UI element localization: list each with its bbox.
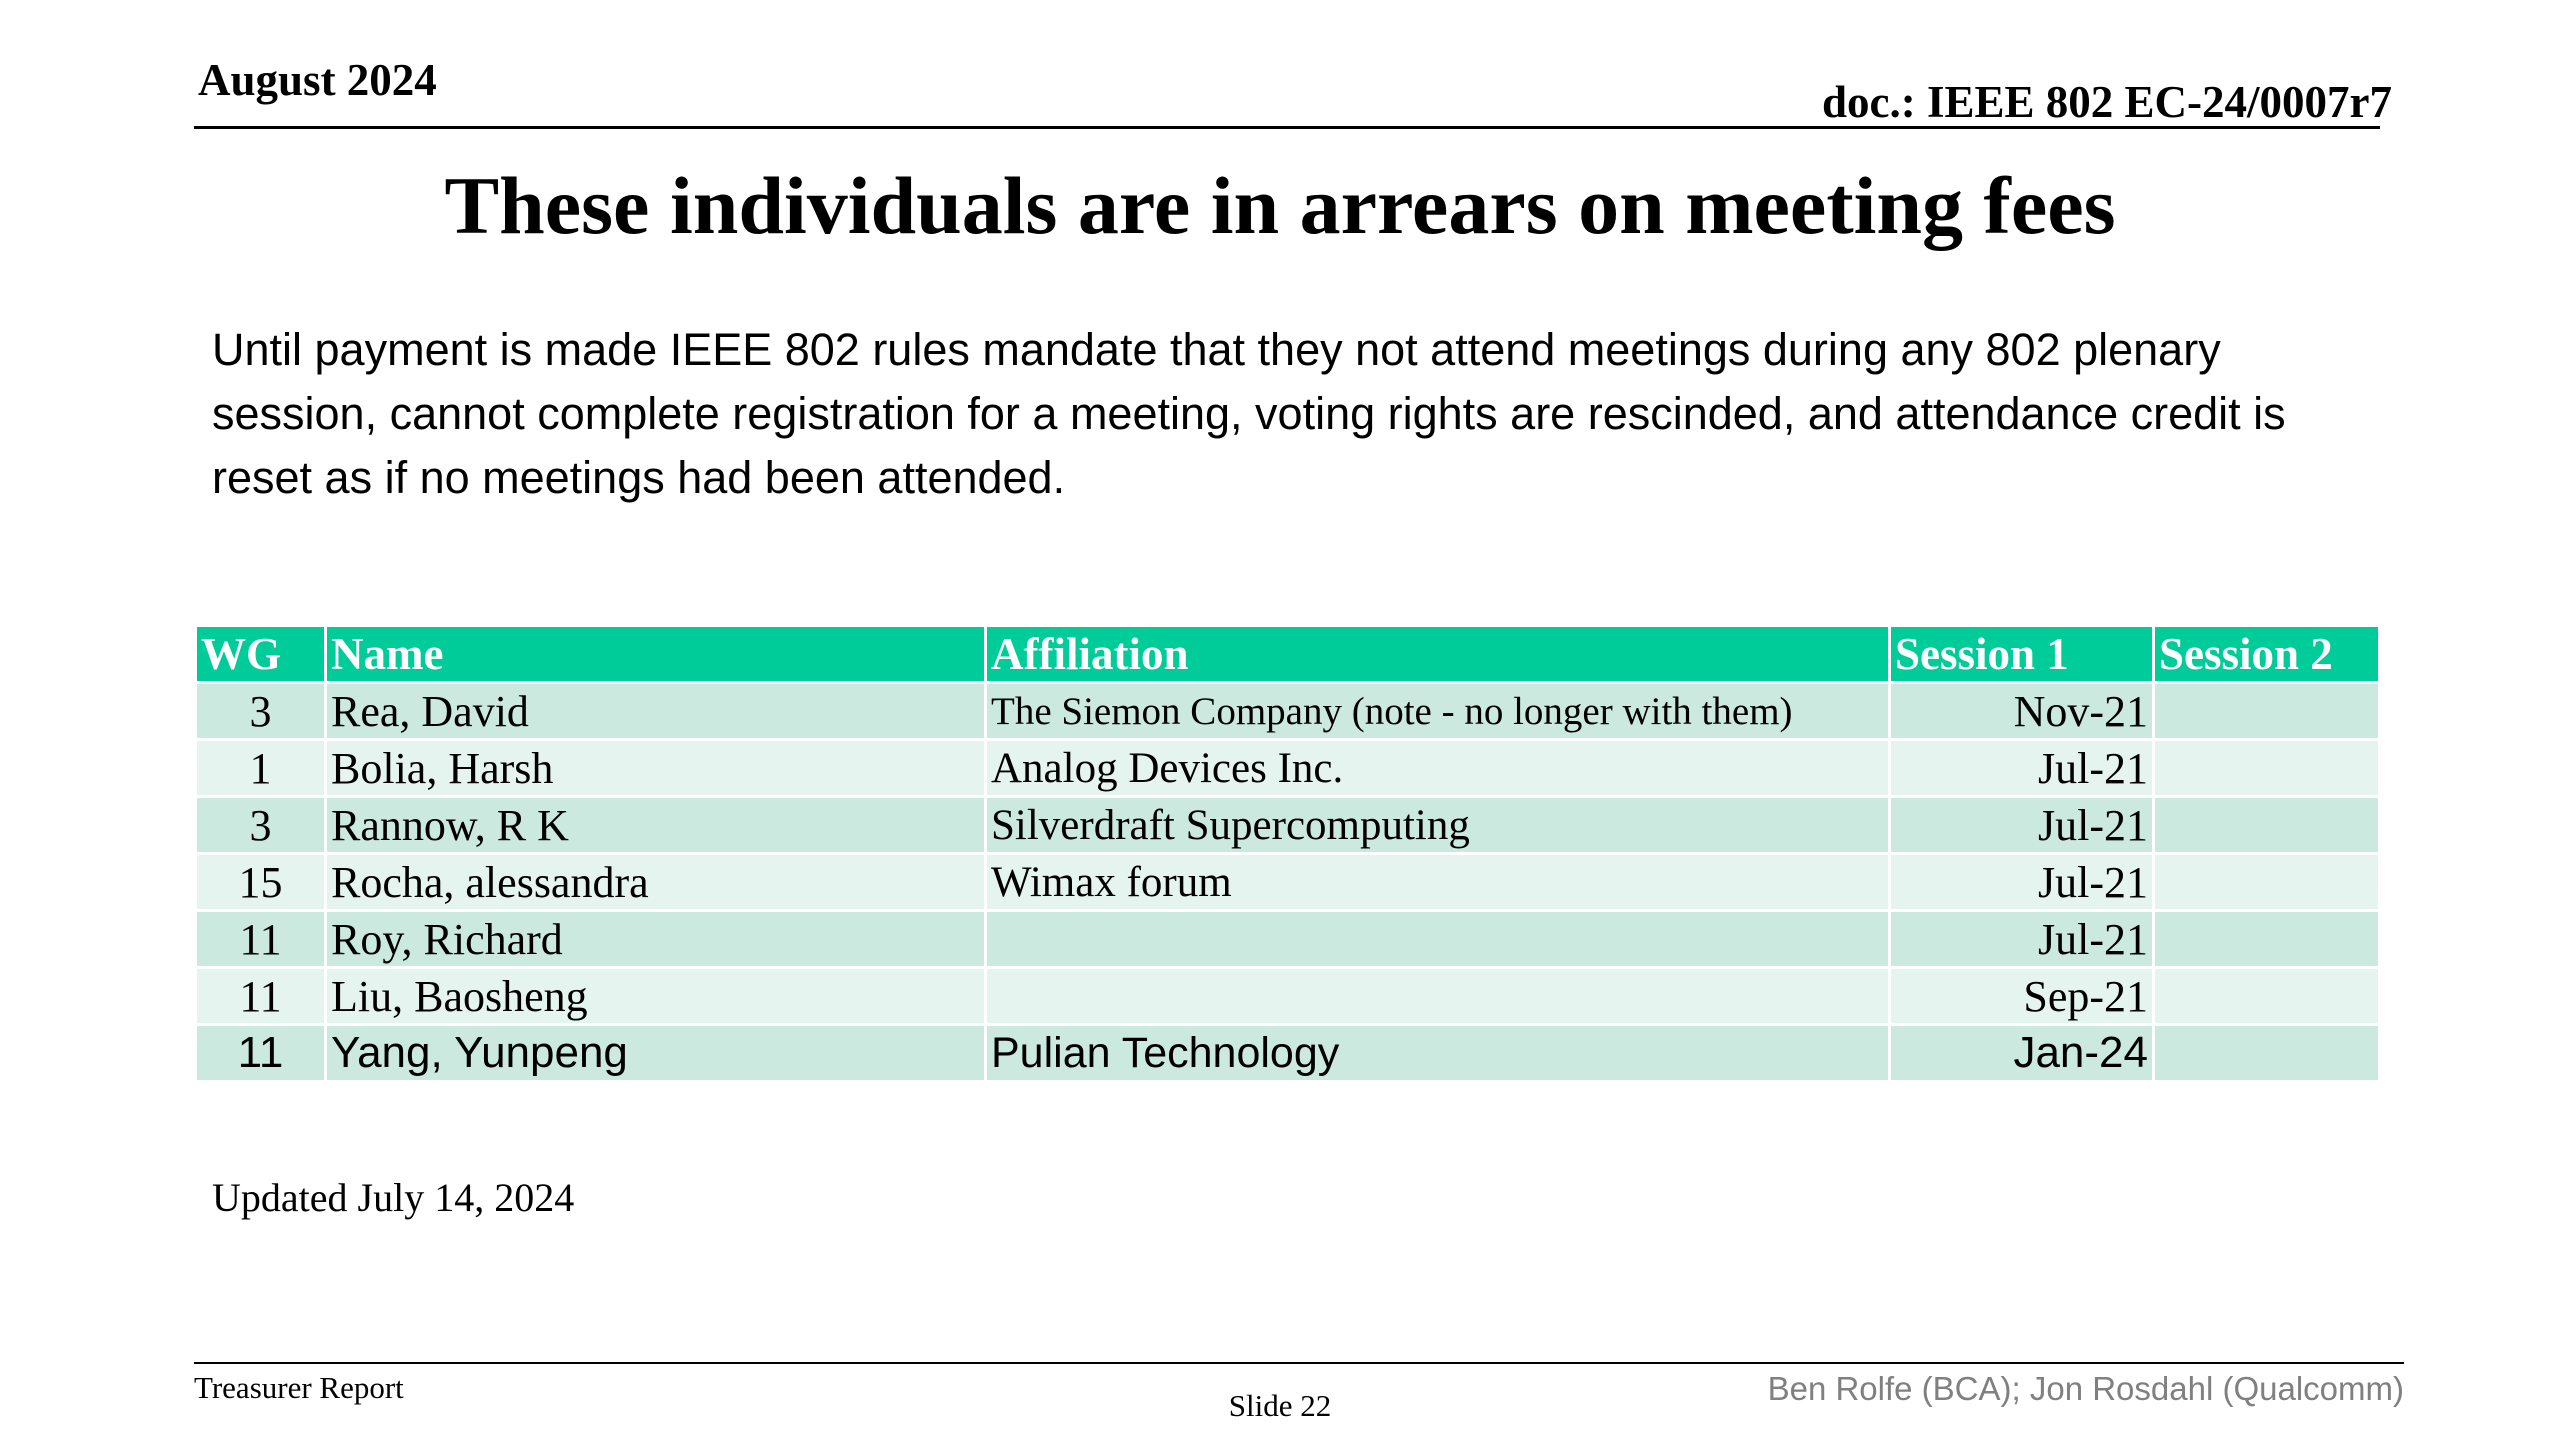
table-row: 11 Liu, Baosheng Sep-21	[194, 966, 2381, 1026]
cell-wg: 11	[194, 909, 327, 969]
cell-session-2	[2152, 738, 2381, 798]
header-divider	[194, 126, 2380, 129]
footer-divider	[194, 1362, 2404, 1364]
cell-name: Yang, Yunpeng	[324, 1023, 987, 1083]
cell-wg: 11	[194, 1023, 327, 1083]
cell-session-1: Sep-21	[1888, 966, 2155, 1026]
cell-session-2	[2152, 852, 2381, 912]
cell-affiliation	[984, 966, 1891, 1026]
footer-report-name: Treasurer Report	[194, 1370, 404, 1405]
cell-session-1: Jul-21	[1888, 795, 2155, 855]
cell-affiliation: The Siemon Company (note - no longer wit…	[984, 681, 1891, 741]
cell-affiliation: Analog Devices Inc.	[984, 738, 1891, 798]
cell-wg: 11	[194, 966, 327, 1026]
cell-wg: 3	[194, 795, 327, 855]
cell-name: Roy, Richard	[324, 909, 987, 969]
cell-session-2	[2152, 909, 2381, 969]
cell-affiliation: Pulian Technology	[984, 1023, 1891, 1083]
cell-name: Rannow, R K	[324, 795, 987, 855]
body-paragraph: Until payment is made IEEE 802 rules man…	[212, 324, 2286, 503]
cell-session-1: Jul-21	[1888, 738, 2155, 798]
footer-authors: Ben Rolfe (BCA); Jon Rosdahl (Qualcomm)	[1767, 1370, 2404, 1407]
column-header-session-1: Session 1	[1888, 624, 2155, 684]
cell-affiliation	[984, 909, 1891, 969]
table-header-row: WG Name Affiliation Session 1 Session 2	[194, 624, 2381, 684]
cell-wg: 1	[194, 738, 327, 798]
slide-title: These individuals are in arrears on meet…	[444, 160, 2116, 251]
column-header-affiliation: Affiliation	[984, 624, 1891, 684]
table-row: 1 Bolia, Harsh Analog Devices Inc. Jul-2…	[194, 738, 2381, 798]
table-row: 15 Rocha, alessandra Wimax forum Jul-21	[194, 852, 2381, 912]
header-doc-id: doc.: IEEE 802 EC-24/0007r7	[1821, 77, 2392, 127]
cell-session-1: Nov-21	[1888, 681, 2155, 741]
cell-session-2	[2152, 795, 2381, 855]
header-date: August 2024	[198, 55, 437, 105]
cell-session-2	[2152, 681, 2381, 741]
column-header-session-2: Session 2	[2152, 624, 2381, 684]
cell-name: Liu, Baosheng	[324, 966, 987, 1026]
cell-affiliation: Silverdraft Supercomputing	[984, 795, 1891, 855]
cell-session-2	[2152, 1023, 2381, 1083]
table-row: 3 Rea, David The Siemon Company (note - …	[194, 681, 2381, 741]
cell-session-2	[2152, 966, 2381, 1026]
cell-name: Rea, David	[324, 681, 987, 741]
cell-wg: 15	[194, 852, 327, 912]
cell-wg: 3	[194, 681, 327, 741]
table-row: 11 Yang, Yunpeng Pulian Technology Jan-2…	[194, 1023, 2381, 1083]
updated-note: Updated July 14, 2024	[212, 1175, 575, 1220]
table-row: 11 Roy, Richard Jul-21	[194, 909, 2381, 969]
cell-name: Rocha, alessandra	[324, 852, 987, 912]
table-row: 3 Rannow, R K Silverdraft Supercomputing…	[194, 795, 2381, 855]
column-header-wg: WG	[194, 624, 327, 684]
cell-affiliation: Wimax forum	[984, 852, 1891, 912]
footer-slide-number: Slide 22	[1228, 1388, 1332, 1423]
column-header-name: Name	[324, 624, 987, 684]
cell-session-1: Jul-21	[1888, 909, 2155, 969]
cell-name: Bolia, Harsh	[324, 738, 987, 798]
cell-session-1: Jul-21	[1888, 852, 2155, 912]
cell-session-1: Jan-24	[1888, 1023, 2155, 1083]
arrears-table: WG Name Affiliation Session 1 Session 2 …	[194, 624, 2381, 1083]
